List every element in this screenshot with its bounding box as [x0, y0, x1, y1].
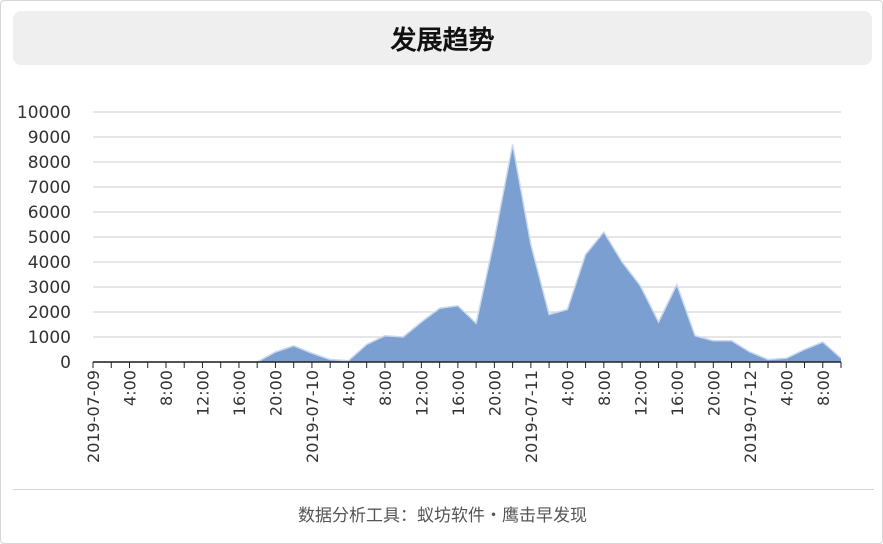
- chart-title: 发展趋势: [390, 25, 495, 56]
- x-tick-label: 16:00: [668, 370, 687, 416]
- y-tick-label: 6000: [28, 203, 71, 223]
- y-tick-label: 5000: [28, 228, 71, 248]
- data-point: [804, 349, 806, 351]
- data-point: [439, 307, 441, 309]
- x-tick-label: 12:00: [412, 370, 431, 416]
- data-point: [329, 359, 331, 361]
- x-tick-label: 4:00: [558, 370, 577, 406]
- x-tick-label: 8:00: [595, 370, 614, 406]
- data-point: [621, 261, 623, 263]
- data-point: [274, 351, 276, 353]
- data-point: [366, 344, 368, 346]
- x-tick-label: 16:00: [230, 370, 249, 416]
- data-point: [548, 314, 550, 316]
- data-point: [293, 345, 295, 347]
- footer-divider: [13, 489, 874, 490]
- y-tick-label: 3000: [28, 278, 71, 298]
- data-point: [530, 244, 532, 246]
- y-tick-label: 9000: [28, 128, 71, 148]
- data-point: [420, 321, 422, 323]
- x-tick-label: 2019-07-11: [522, 370, 541, 463]
- x-tick-label: 12:00: [631, 370, 650, 416]
- data-point: [311, 352, 313, 354]
- footer-credit: 数据分析工具：蚁坊软件・鹰击早发现: [298, 506, 587, 526]
- y-tick-label: 10000: [17, 103, 71, 123]
- data-point: [566, 309, 568, 311]
- y-tick-label: 0: [60, 353, 71, 373]
- x-tick-label: 16:00: [449, 370, 468, 416]
- data-point: [585, 254, 587, 256]
- x-tick-label: 8:00: [376, 370, 395, 406]
- data-point: [384, 335, 386, 337]
- data-point: [457, 305, 459, 307]
- x-tick-label: 8:00: [814, 370, 833, 406]
- x-tick-label: 20:00: [704, 370, 723, 416]
- trend-chart: 0 1000 2000 3000 4000 5000 6000 7000 8000 9000 100…: [17, 103, 842, 463]
- data-point: [493, 239, 495, 241]
- data-point: [785, 357, 787, 359]
- data-point: [639, 285, 641, 287]
- data-point: [822, 341, 824, 343]
- y-tick-label: 8000: [28, 153, 71, 173]
- data-point: [658, 321, 660, 323]
- data-point: [749, 351, 751, 353]
- x-tick-label: 12:00: [193, 370, 212, 416]
- data-point: [676, 284, 678, 286]
- x-tick-label: 4:00: [777, 370, 796, 406]
- y-tick-label: 1000: [28, 328, 71, 348]
- data-point: [694, 335, 696, 337]
- data-point: [512, 144, 514, 146]
- data-point: [475, 322, 477, 324]
- x-tick-label: 8:00: [157, 370, 176, 406]
- series-area: [93, 144, 841, 362]
- x-tick-label: 4:00: [120, 370, 139, 406]
- title-bar: 发展趋势: [13, 11, 872, 65]
- x-tick-label: 2019-07-10: [303, 370, 322, 463]
- x-tick-label: 20:00: [266, 370, 285, 416]
- data-point: [712, 340, 714, 342]
- y-tick-label: 2000: [28, 303, 71, 323]
- x-tick-label: 4:00: [339, 370, 358, 406]
- data-point: [402, 336, 404, 338]
- x-tick-label: 2019-07-12: [741, 370, 760, 463]
- x-tick-label: 2019-07-09: [84, 370, 103, 463]
- data-point: [731, 340, 733, 342]
- data-point: [767, 359, 769, 361]
- x-tick-label: 20:00: [485, 370, 504, 416]
- data-point: [840, 357, 842, 359]
- data-point: [603, 231, 605, 233]
- y-tick-label: 4000: [28, 253, 71, 273]
- y-tick-label: 7000: [28, 178, 71, 198]
